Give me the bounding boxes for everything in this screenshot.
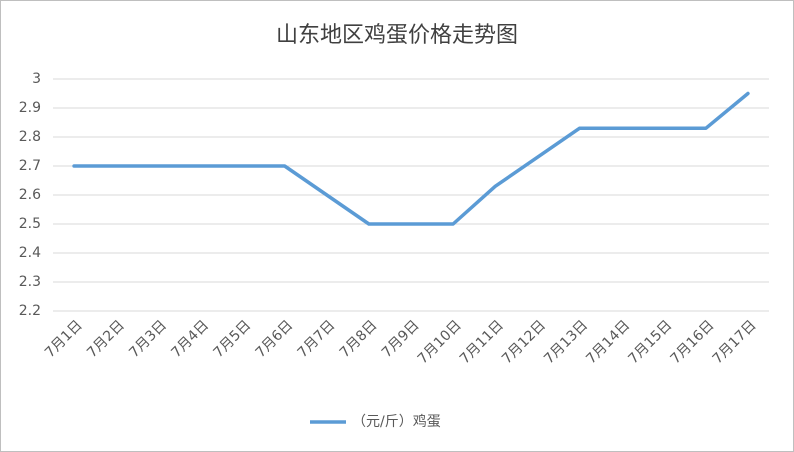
legend-label: （元/斤）鸡蛋 — [352, 413, 441, 430]
y-tick-label: 2.2 — [19, 303, 41, 319]
line-series — [72, 91, 750, 226]
chart-title: 山东地区鸡蛋价格走势图 — [276, 23, 518, 48]
y-tick-label: 2.8 — [19, 129, 41, 145]
y-tick-label: 2.4 — [19, 245, 41, 261]
y-tick-label: 2.6 — [19, 187, 41, 203]
y-tick-label: 2.5 — [19, 216, 41, 232]
y-tick-label: 2.7 — [19, 158, 41, 174]
y-tick-label: 2.3 — [19, 274, 41, 290]
y-tick-label: 2.9 — [19, 100, 41, 116]
y-tick-label: 3 — [32, 71, 41, 87]
